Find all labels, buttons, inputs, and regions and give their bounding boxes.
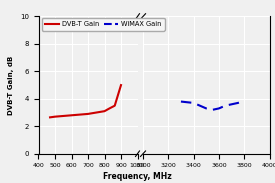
WiMAX Gain xyxy=(236,102,240,104)
WiMAX Gain xyxy=(230,103,233,105)
DVB-T Gain xyxy=(48,116,52,118)
WiMAX Gain xyxy=(217,107,221,109)
DVB-T Gain xyxy=(119,84,123,86)
WiMAX Gain xyxy=(224,104,227,107)
DVB-T Gain xyxy=(95,111,98,114)
DVB-T Gain xyxy=(113,104,116,107)
WiMAX Gain xyxy=(205,107,208,109)
WiMAX Gain xyxy=(198,104,202,107)
Line: WiMAX Gain: WiMAX Gain xyxy=(181,101,244,110)
DVB-T Gain xyxy=(108,107,111,109)
DVB-T Gain xyxy=(103,110,106,112)
Text: Frequency, MHz: Frequency, MHz xyxy=(103,172,172,181)
Line: DVB-T Gain: DVB-T Gain xyxy=(50,85,121,117)
Y-axis label: DVB-T Gain, dB: DVB-T Gain, dB xyxy=(8,55,14,115)
DVB-T Gain xyxy=(78,113,81,116)
DVB-T Gain xyxy=(62,115,65,117)
WiMAX Gain xyxy=(192,102,195,104)
Legend: DVB-T Gain, WiMAX Gain: DVB-T Gain, WiMAX Gain xyxy=(42,18,165,31)
DVB-T Gain xyxy=(53,116,57,118)
WiMAX Gain xyxy=(243,100,246,102)
WiMAX Gain xyxy=(211,109,214,111)
DVB-T Gain xyxy=(70,114,73,116)
WiMAX Gain xyxy=(179,100,183,103)
DVB-T Gain xyxy=(86,113,90,115)
